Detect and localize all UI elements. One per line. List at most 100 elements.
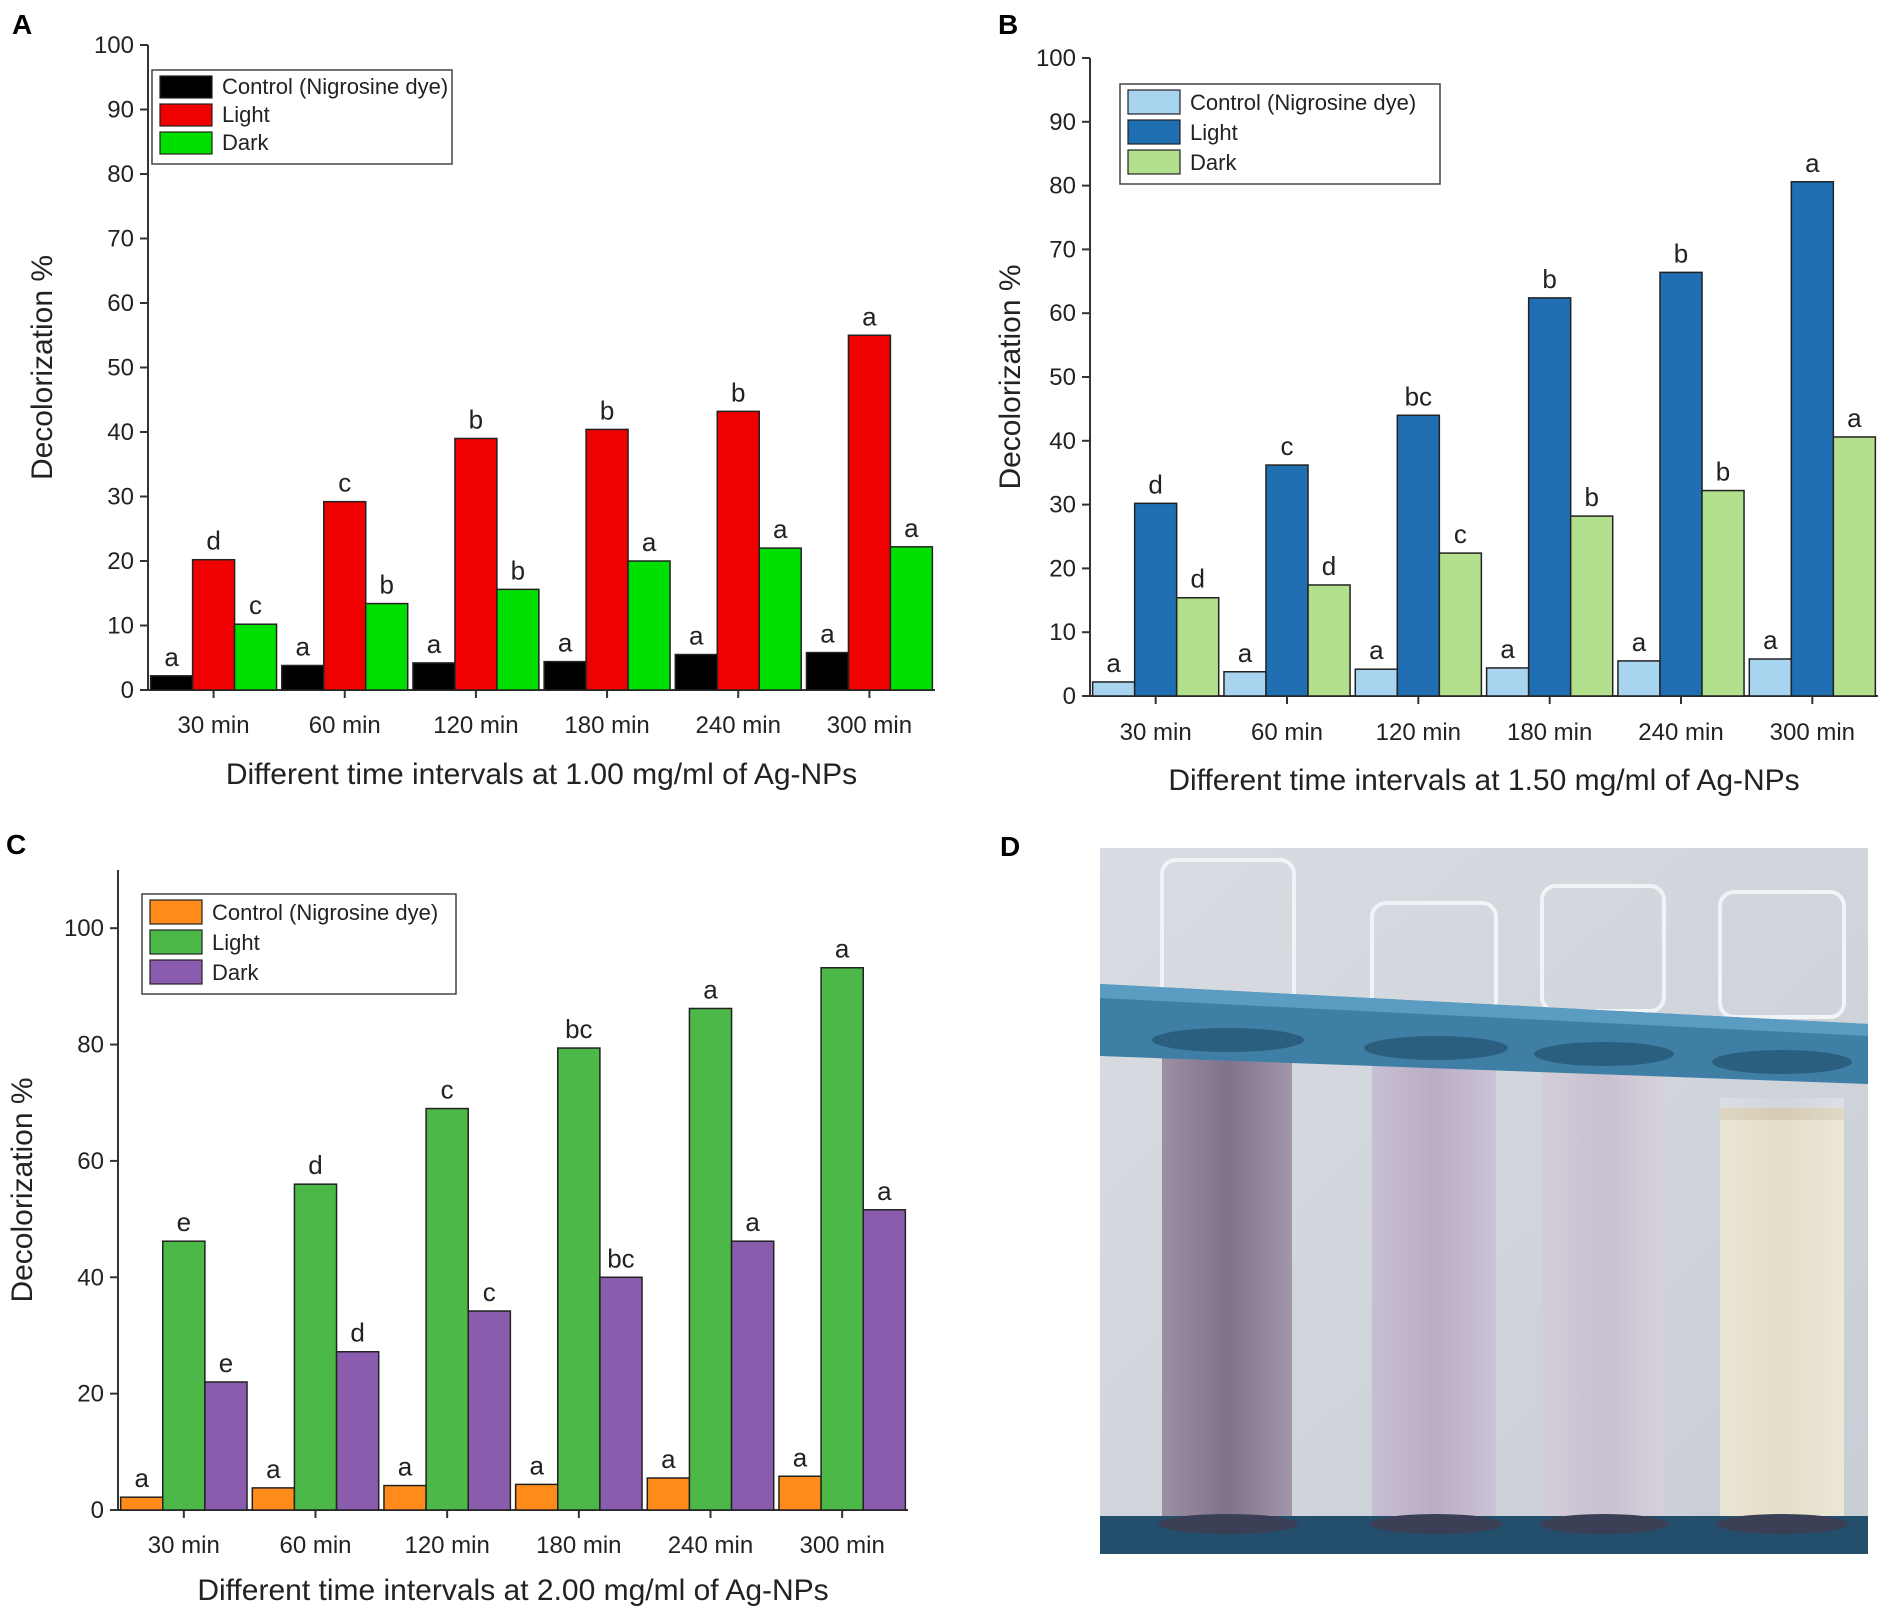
y-axis-title-a: Decolorization % (26, 255, 59, 480)
significance-label-b: a (1763, 625, 1778, 655)
x-tick-label-a: 180 min (564, 712, 649, 739)
x-tick-label-b: 240 min (1638, 719, 1723, 746)
legend-swatch-a-0 (159, 75, 213, 99)
bar-c-series1-1 (293, 1183, 338, 1511)
x-tick-label-b: 180 min (1507, 719, 1592, 746)
bar-a-series1-0 (191, 558, 236, 691)
panel-letter-d: D (1000, 831, 1020, 862)
bar-b-series0-1 (1223, 671, 1267, 697)
y-tick-label-b: 20 (1049, 555, 1076, 582)
bar-b-series2-5 (1832, 436, 1877, 697)
bar-b-series2-4 (1701, 489, 1745, 697)
significance-label-c: a (793, 1442, 808, 1472)
significance-label-b: c (1281, 431, 1294, 461)
legend-swatch-c-2 (149, 959, 203, 985)
y-tick-label-a: 90 (107, 97, 134, 124)
bar-a-series0-5 (805, 651, 850, 691)
y-tick-label-a: 0 (121, 677, 134, 704)
y-tick-label-a: 50 (107, 355, 134, 382)
bar-b-series1-2 (1396, 414, 1441, 697)
significance-label-a: b (379, 570, 393, 600)
y-tick-label-a: 20 (107, 548, 134, 575)
significance-label-a: b (511, 555, 525, 585)
bar-c-series1-0 (162, 1240, 206, 1511)
significance-label-b: a (1500, 634, 1515, 664)
significance-label-b: a (1106, 648, 1121, 678)
significance-label-a: a (820, 619, 835, 649)
significance-label-b: a (1238, 638, 1253, 668)
significance-label-c: a (745, 1207, 760, 1237)
y-tick-label-c: 0 (91, 1497, 104, 1524)
panel-letter-b: B (998, 9, 1018, 40)
legend-swatch-a-1 (159, 103, 213, 127)
x-tick-label-b: 120 min (1376, 719, 1461, 746)
significance-label-c: e (219, 1348, 233, 1378)
bar-c-series0-1 (251, 1487, 296, 1511)
bar-a-series0-3 (543, 660, 587, 691)
significance-label-a: a (904, 513, 919, 543)
bar-a-series0-2 (412, 662, 456, 691)
legend-swatch-b-0 (1127, 89, 1181, 115)
bar-a-series1-3 (585, 428, 629, 691)
significance-label-a: a (642, 527, 657, 557)
y-tick-label-b: 90 (1049, 109, 1076, 136)
significance-label-a: a (862, 301, 877, 331)
significance-label-a: c (338, 468, 351, 498)
significance-label-b: a (1847, 403, 1862, 433)
bar-c-series0-4 (646, 1477, 691, 1511)
x-tick-label-a: 300 min (827, 712, 912, 739)
significance-label-a: d (206, 526, 220, 556)
bar-b-series2-1 (1307, 584, 1351, 697)
x-tick-label-a: 30 min (178, 712, 250, 739)
bar-c-series0-2 (383, 1484, 427, 1511)
x-tick-label-c: 300 min (799, 1532, 884, 1559)
y-tick-label-b: 0 (1063, 683, 1076, 710)
bar-c-series2-1 (335, 1350, 380, 1511)
x-tick-label-c: 120 min (404, 1532, 489, 1559)
significance-label-a: b (600, 395, 614, 425)
x-axis-title-b: Different time intervals at 1.50 mg/ml o… (1168, 764, 1799, 797)
bar-a-series2-5 (889, 546, 934, 691)
significance-label-a: c (249, 590, 262, 620)
bar-b-series0-4 (1617, 660, 1661, 697)
legend-label-a-1: Light (222, 102, 270, 127)
significance-label-c: a (835, 934, 850, 964)
x-tick-label-a: 60 min (309, 712, 381, 739)
x-tick-label-c: 30 min (148, 1532, 220, 1559)
bar-a-series2-0 (233, 623, 278, 691)
bar-a-series2-2 (496, 588, 540, 691)
x-axis-title-c: Different time intervals at 2.00 mg/ml o… (197, 1574, 828, 1607)
y-tick-label-c: 60 (77, 1148, 104, 1175)
legend-swatch-c-0 (149, 899, 203, 925)
bar-b-series2-3 (1569, 515, 1614, 697)
bar-c-series2-0 (204, 1381, 248, 1511)
x-tick-label-c: 180 min (536, 1532, 621, 1559)
chart-panel-b: B 0 10 20 30 40 50 60 70 80 90 100 30 min a d d 60 min a c… (994, 9, 1878, 797)
legend-label-a-2: Dark (222, 130, 269, 155)
bar-b-series0-0 (1091, 681, 1136, 697)
significance-label-a: a (427, 629, 442, 659)
bar-b-series1-3 (1527, 297, 1572, 697)
y-tick-label-b: 50 (1049, 364, 1076, 391)
bar-b-series0-2 (1354, 668, 1399, 697)
significance-label-a: b (731, 377, 745, 407)
y-tick-label-b: 100 (1036, 45, 1076, 72)
bar-c-series0-0 (119, 1496, 164, 1511)
legend-label-b-1: Light (1190, 120, 1238, 145)
bar-c-series1-4 (688, 1007, 733, 1511)
significance-label-c: a (529, 1450, 544, 1480)
x-tick-label-c: 60 min (279, 1532, 351, 1559)
y-axis-title-b: Decolorization % (994, 264, 1027, 489)
legend-swatch-b-2 (1127, 149, 1181, 175)
bar-a-series1-4 (716, 410, 760, 691)
significance-label-c: bc (565, 1014, 592, 1044)
bar-b-series1-1 (1265, 464, 1309, 697)
bar-a-series0-1 (281, 664, 325, 691)
significance-label-c: a (266, 1454, 281, 1484)
x-tick-label-b: 60 min (1251, 719, 1323, 746)
significance-label-a: a (689, 621, 704, 651)
significance-label-c: d (350, 1318, 364, 1348)
x-tick-label-b: 30 min (1120, 719, 1192, 746)
bar-a-series1-1 (323, 500, 367, 691)
legend-swatch-b-1 (1127, 119, 1181, 145)
